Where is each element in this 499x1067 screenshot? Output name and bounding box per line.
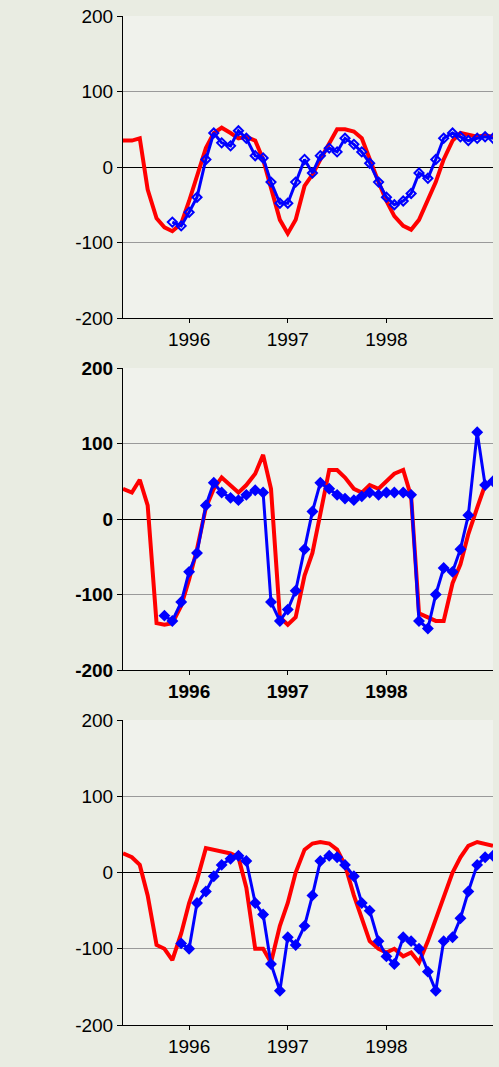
svg-text:-200: -200 (75, 1015, 113, 1036)
svg-text:-100: -100 (75, 232, 113, 253)
svg-text:1998: 1998 (365, 1036, 407, 1057)
svg-text:-200: -200 (75, 660, 113, 681)
svg-text:100: 100 (81, 81, 113, 102)
svg-text:1998: 1998 (365, 329, 407, 350)
svg-text:0: 0 (103, 157, 114, 178)
svg-text:1996: 1996 (168, 1036, 210, 1057)
svg-text:100: 100 (81, 433, 113, 454)
svg-text:0: 0 (103, 862, 114, 883)
svg-text:200: 200 (81, 6, 113, 27)
svg-text:-100: -100 (75, 584, 113, 605)
svg-text:1997: 1997 (267, 329, 309, 350)
svg-text:1997: 1997 (267, 681, 309, 702)
svg-text:200: 200 (81, 358, 113, 379)
svg-text:-200: -200 (75, 308, 113, 329)
svg-text:200: 200 (81, 710, 113, 731)
svg-text:100: 100 (81, 786, 113, 807)
svg-text:1996: 1996 (168, 329, 210, 350)
svg-text:-100: -100 (75, 938, 113, 959)
svg-text:1997: 1997 (267, 1036, 309, 1057)
svg-text:0: 0 (103, 509, 114, 530)
svg-text:1998: 1998 (365, 681, 407, 702)
svg-text:1996: 1996 (168, 681, 210, 702)
